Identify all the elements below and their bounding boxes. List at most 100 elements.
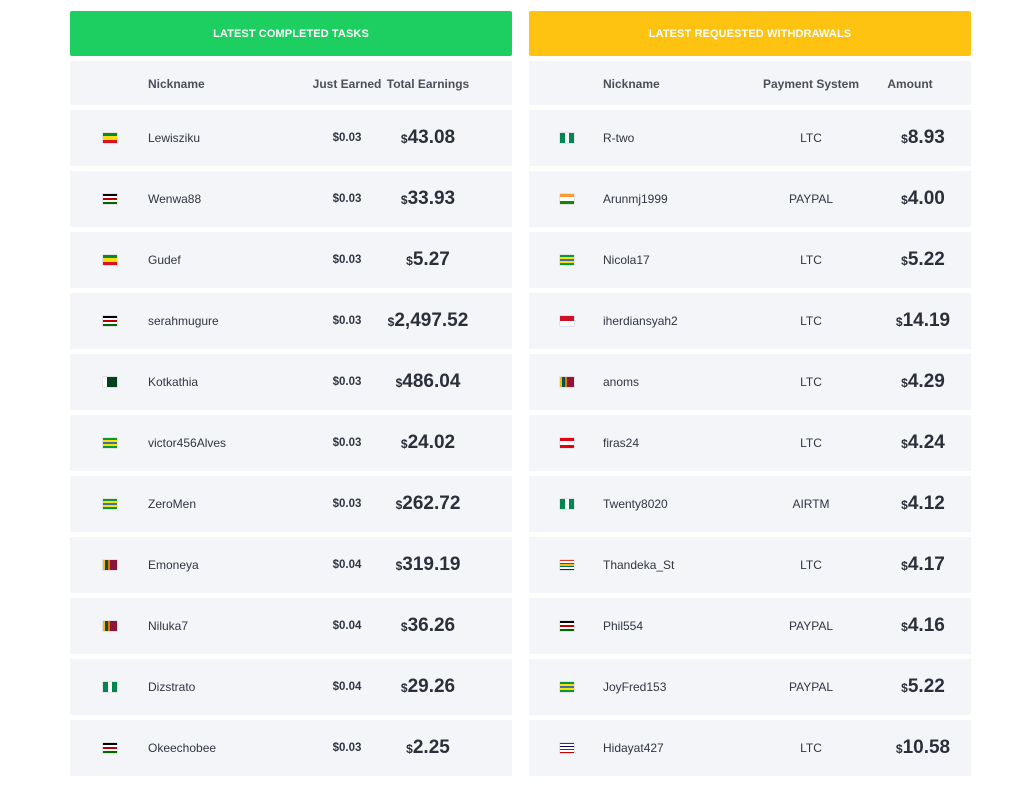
- withdrawal-amount-value: $5.22: [879, 249, 967, 271]
- nickname: Wenwa88: [148, 192, 202, 206]
- withdrawal-amount-value: $4.00: [879, 188, 967, 210]
- payment-system-value: PAYPAL: [788, 619, 834, 633]
- brazil-flag-icon: [560, 682, 574, 692]
- amount-value: 262.72: [402, 493, 461, 514]
- total-earnings-value: $2,497.52: [380, 310, 476, 332]
- table-row: R-two LTC $8.93: [529, 110, 971, 166]
- amount-value: 5.27: [412, 249, 450, 270]
- table-row: iherdiansyah2 LTC $14.19: [529, 293, 971, 349]
- just-earned-value: $0.03: [332, 498, 362, 510]
- withdrawal-amount-value: $4.29: [879, 371, 967, 393]
- withdrawal-amount-value: $5.22: [879, 676, 967, 698]
- latest-requested-withdrawals-panel: LATEST REQUESTED WITHDRAWALS Nickname Pa…: [529, 11, 971, 776]
- amount-value: 5.22: [907, 249, 945, 270]
- table-row: Arunmj1999 PAYPAL $4.00: [529, 171, 971, 227]
- table-row: Hidayat427 LTC $10.58: [529, 720, 971, 776]
- table-row: Thandeka_St LTC $4.17: [529, 537, 971, 593]
- nigeria-flag-icon: [560, 133, 575, 143]
- just-earned-value: $0.04: [332, 620, 362, 632]
- nigeria-flag-icon: [103, 682, 118, 692]
- currency-symbol: $: [895, 315, 903, 329]
- amount-value: 319.19: [402, 554, 461, 575]
- amount-value: 4.12: [907, 493, 945, 514]
- withdrawals-list: R-two LTC $8.93 Arunmj1999 PAYPAL $4.00 Nicola…: [529, 110, 971, 776]
- brazil-flag-icon: [560, 255, 574, 265]
- amount-value: 24.02: [407, 432, 456, 453]
- table-row: Okeechobee $0.03 $2.25: [70, 720, 512, 776]
- payment-system-value: AIRTM: [792, 497, 830, 511]
- pakistan-flag-icon: [103, 377, 117, 387]
- amount-value: 29.26: [407, 676, 456, 697]
- just-earned-value: $0.03: [332, 193, 362, 205]
- ethiopia-flag-icon: [103, 133, 117, 143]
- nickname: ZeroMen: [148, 497, 197, 511]
- just-earned-value: $0.04: [332, 559, 362, 571]
- amount-value: 4.00: [907, 188, 945, 209]
- currency-symbol: $: [406, 254, 413, 268]
- amount-value: 486.04: [402, 371, 461, 392]
- amount-value: 33.93: [407, 188, 456, 209]
- just-earned-value: $0.03: [332, 315, 362, 327]
- withdrawal-amount-value: $4.17: [879, 554, 967, 576]
- withdrawal-amount-value: $8.93: [879, 127, 967, 149]
- payment-system-column-header: Payment System: [762, 76, 860, 91]
- sri-lanka-flag-icon: [103, 560, 117, 570]
- total-earnings-value: $36.26: [380, 615, 476, 637]
- currency-symbol: $: [901, 681, 908, 695]
- amount-value: 5.22: [907, 676, 945, 697]
- amount-value: 4.16: [907, 615, 945, 636]
- table-row: firas24 LTC $4.24: [529, 415, 971, 471]
- table-row: ZeroMen $0.03 $262.72: [70, 476, 512, 532]
- india-flag-icon: [560, 194, 574, 204]
- table-row: Lewisziku $0.03 $43.08: [70, 110, 512, 166]
- amount-value: 36.26: [407, 615, 456, 636]
- payment-system-value: LTC: [800, 558, 822, 572]
- nickname: Emoneya: [148, 558, 199, 572]
- nickname: Phil554: [603, 619, 644, 633]
- nickname: Okeechobee: [148, 741, 217, 755]
- total-earnings-value: $262.72: [380, 493, 476, 515]
- just-earned-value: $0.03: [332, 254, 362, 266]
- nickname: iherdiansyah2: [603, 314, 678, 328]
- total-earnings-value: $486.04: [380, 371, 476, 393]
- indonesia-flag-icon: [560, 316, 574, 326]
- just-earned-value: $0.03: [332, 132, 362, 144]
- withdrawal-amount-value: $14.19: [879, 310, 967, 332]
- south-africa-flag-icon: [560, 560, 574, 570]
- ethiopia-flag-icon: [103, 255, 117, 265]
- total-earnings-value: $33.93: [380, 188, 476, 210]
- amount-value: 4.17: [907, 554, 945, 575]
- nickname: serahmugure: [148, 314, 219, 328]
- currency-symbol: $: [395, 376, 403, 390]
- total-earnings-value: $2.25: [380, 737, 476, 759]
- nickname: R-two: [603, 131, 635, 145]
- currency-symbol: $: [400, 437, 408, 451]
- amount-column-header: Amount: [887, 76, 933, 91]
- kenya-flag-icon: [103, 316, 117, 326]
- nickname: Hidayat427: [603, 741, 664, 755]
- payment-system-value: LTC: [800, 314, 822, 328]
- nickname: Arunmj1999: [603, 192, 668, 206]
- amount-value: 2,497.52: [394, 310, 469, 331]
- amount-value: 4.24: [907, 432, 945, 453]
- table-header-row: Nickname Just Earned Total Earnings: [70, 61, 512, 105]
- payment-system-value: PAYPAL: [788, 192, 834, 206]
- amount-value: 8.93: [907, 127, 945, 148]
- nickname: Twenty8020: [603, 497, 668, 511]
- tunisia-flag-icon: [560, 438, 574, 448]
- table-row: Kotkathia $0.03 $486.04: [70, 354, 512, 410]
- currency-symbol: $: [901, 376, 908, 390]
- nickname: Kotkathia: [148, 375, 199, 389]
- currency-symbol: $: [901, 437, 908, 451]
- nigeria-flag-icon: [560, 499, 575, 509]
- currency-symbol: $: [901, 254, 908, 268]
- withdrawal-amount-value: $4.16: [879, 615, 967, 637]
- nickname: Dizstrato: [148, 680, 196, 694]
- table-row: anoms LTC $4.29: [529, 354, 971, 410]
- table-row: Gudef $0.03 $5.27: [70, 232, 512, 288]
- payment-system-value: LTC: [800, 375, 822, 389]
- malaysia-flag-icon: [560, 743, 574, 753]
- table-row: JoyFred153 PAYPAL $5.22: [529, 659, 971, 715]
- nickname: Niluka7: [148, 619, 189, 633]
- nickname-column-header: Nickname: [148, 76, 205, 91]
